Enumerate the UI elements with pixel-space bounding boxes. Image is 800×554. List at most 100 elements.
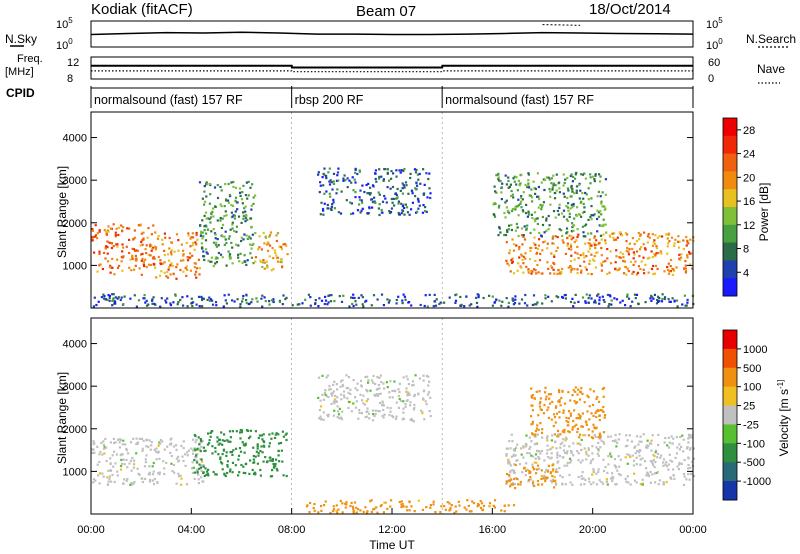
velocity-cell — [540, 477, 543, 480]
velocity-cell — [402, 376, 405, 379]
velocity-cell — [551, 400, 554, 403]
velocity-cell — [335, 509, 338, 512]
velocity-cell — [551, 481, 554, 484]
power-cell — [511, 260, 514, 263]
velocity-cell — [377, 393, 380, 396]
power-cell — [247, 180, 250, 183]
velocity-cell — [122, 458, 125, 461]
velocity-cell — [123, 463, 126, 466]
velocity-cell — [402, 505, 405, 508]
velocity-cell — [375, 388, 378, 391]
velocity-cell — [564, 439, 567, 442]
power-cell — [569, 260, 573, 263]
velocity-cell — [161, 440, 164, 443]
velocity-cell — [598, 436, 601, 439]
beam-label: Beam 07 — [356, 3, 416, 20]
velocity-cell — [531, 404, 534, 407]
velocity-cell — [562, 411, 565, 414]
velocity-cell — [232, 449, 235, 452]
velocity-cell — [477, 503, 480, 506]
power-cell — [403, 186, 406, 189]
time-tick-label: 04:00 — [178, 524, 206, 536]
power-cell — [569, 271, 572, 274]
velocity-cell — [175, 448, 178, 451]
velocity-cell — [580, 449, 583, 452]
velocity-cell — [567, 417, 571, 420]
power-cell — [123, 295, 126, 298]
velocity-cell — [632, 464, 635, 467]
velocity-cell — [634, 452, 637, 455]
velocity-cell — [249, 459, 252, 462]
velocity-cell — [423, 418, 426, 421]
velocity-cell — [337, 508, 340, 511]
velocity-cell — [587, 447, 590, 450]
velocity-cell — [689, 466, 692, 469]
velocity-cell — [531, 422, 534, 425]
power-cell — [104, 247, 107, 250]
power-cell — [319, 181, 322, 184]
power-cell — [511, 257, 514, 260]
power-cell — [228, 255, 231, 258]
power-cell — [531, 303, 534, 306]
power-cell — [252, 196, 255, 199]
power-cell — [587, 272, 590, 275]
power-cell — [135, 257, 138, 260]
time-tick-label: 20:00 — [579, 524, 607, 536]
power-cell — [212, 207, 215, 210]
cpid-segment-label: normalsound (fast) 157 RF — [445, 93, 594, 107]
power-cell — [600, 262, 603, 265]
velocity-cell — [597, 449, 600, 452]
power-cell — [564, 293, 567, 297]
power-cell — [361, 207, 364, 210]
power-cell — [505, 241, 508, 244]
velocity-cell — [323, 391, 326, 394]
velocity-cell — [92, 481, 95, 484]
velocity-cell — [98, 460, 101, 463]
velocity-cell — [581, 471, 584, 474]
velocity-cell — [187, 449, 190, 452]
power-cell — [274, 251, 277, 254]
velocity-cell — [113, 450, 116, 453]
power-cell — [556, 272, 559, 276]
velocity-cell — [597, 470, 600, 473]
velocity-cell — [389, 380, 392, 383]
power-cell — [414, 187, 417, 190]
power-cell — [268, 300, 271, 303]
power-cell — [266, 266, 269, 269]
power-cell — [263, 296, 266, 299]
power-cell — [354, 171, 357, 174]
power-cell — [234, 186, 238, 189]
power-cell — [663, 297, 666, 301]
series-n-search-line — [542, 24, 581, 26]
power-cell — [520, 298, 524, 301]
velocity-cell — [564, 436, 568, 439]
power-cell — [505, 206, 508, 209]
velocity-cell — [116, 470, 119, 473]
velocity-cell — [510, 455, 513, 458]
power-cell — [658, 299, 661, 303]
power-cell — [528, 194, 531, 197]
velocity-cell — [246, 429, 250, 432]
velocity-cell — [558, 389, 561, 392]
power-cell — [498, 204, 501, 207]
power-cell — [366, 192, 369, 195]
power-cell — [566, 242, 569, 245]
power-cell — [232, 214, 235, 217]
velocity-cell — [169, 451, 172, 454]
power-cell — [597, 190, 600, 193]
power-cell — [163, 253, 166, 257]
velocity-cell — [582, 477, 585, 480]
power-cell — [237, 215, 241, 218]
power-cell — [140, 232, 143, 235]
velocity-cell — [692, 474, 696, 478]
velocity-cell — [369, 389, 372, 392]
velocity-cell — [583, 483, 586, 486]
power-cell — [666, 237, 669, 240]
power-cell — [402, 169, 405, 173]
power-cell — [659, 250, 662, 253]
velocity-cell — [375, 506, 378, 509]
velocity-cell — [173, 471, 176, 474]
power-cell — [195, 303, 198, 306]
velocity-ytick-label: 3000 — [63, 381, 87, 393]
power-cell — [517, 198, 520, 201]
